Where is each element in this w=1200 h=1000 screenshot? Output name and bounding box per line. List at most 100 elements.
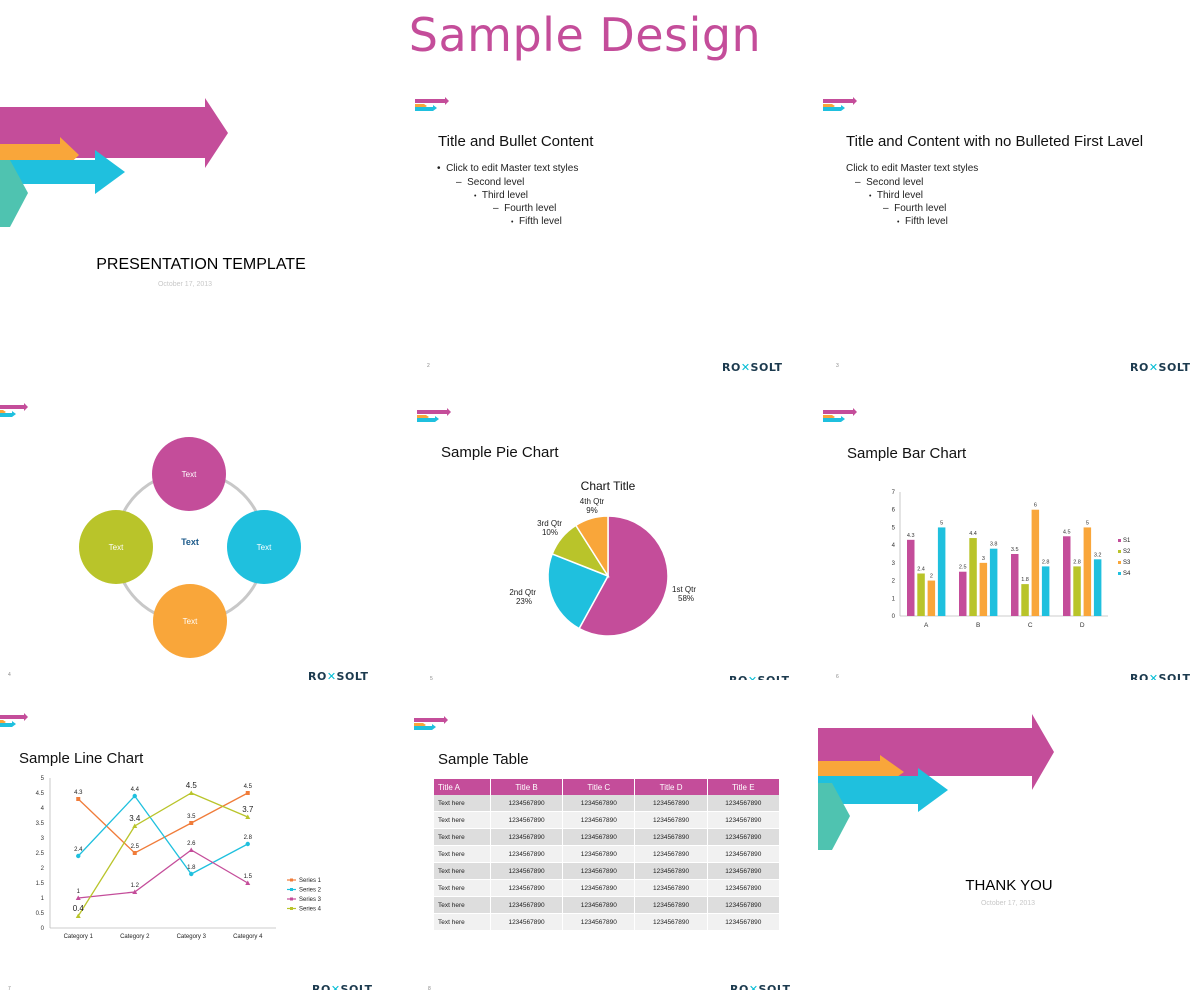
table-cell: 1234567890 xyxy=(707,828,781,846)
table-cell: 1234567890 xyxy=(707,795,781,812)
line-point xyxy=(132,823,138,828)
table-row: Text here 1234567890 1234567890 1234567890 1… xyxy=(434,896,781,914)
point-value-label: 2.8 xyxy=(244,835,253,841)
bullet-marker: – xyxy=(493,203,499,214)
bar xyxy=(917,573,925,616)
slide-2[interactable]: Title and Bullet Content • Click to edit… xyxy=(410,75,790,375)
point-value-label: 1.8 xyxy=(187,865,196,871)
line-point xyxy=(132,793,137,799)
center-label: Text xyxy=(181,537,199,547)
point-value-label: 4.5 xyxy=(244,784,253,790)
table-header-cell: Title A xyxy=(434,779,491,795)
slide-number: 7 xyxy=(8,986,11,990)
bullet-level-2: – Second level xyxy=(456,177,524,188)
slide-4[interactable]: Text Text Text Text Text 4 RO✕SOLT xyxy=(0,380,380,680)
bar-value-label: 6 xyxy=(1034,503,1037,509)
y-tick-label: 2.5 xyxy=(36,851,45,857)
bar xyxy=(1011,554,1019,616)
table-cell: 1234567890 xyxy=(634,811,708,829)
bullet-level-5: • Fifth level xyxy=(897,216,948,227)
line-chart: 0 0.5 1 1.5 2 2.5 3 3.5 4 4.5 5 Category 1 Category … xyxy=(36,776,322,940)
bullet-marker: – xyxy=(855,177,861,188)
y-tick-label: 0.5 xyxy=(36,911,45,917)
legend-label: Series 2 xyxy=(299,888,322,894)
y-tick-label: 4 xyxy=(41,806,45,812)
pie-value-label: 10% xyxy=(542,528,558,537)
bar-value-label: 4.5 xyxy=(1063,529,1071,535)
y-tick-label: 0 xyxy=(41,926,45,932)
legend-marker xyxy=(290,907,293,910)
slide-6[interactable]: Sample Bar Chart 0 1 2 3 4 5 6 7 4.3 2.4 2 5 A 2.5 4.4… xyxy=(818,380,1198,680)
line-point xyxy=(189,821,194,825)
slide-title: THANK YOU xyxy=(965,877,1053,894)
slide-title: Title and Content with no Bulleted First… xyxy=(846,133,1144,150)
bullet-level-4: – Fourth level xyxy=(493,203,556,214)
slide-title: Sample Bar Chart xyxy=(847,445,967,462)
circle-label-top: Text xyxy=(182,470,197,479)
chart-title: Chart Title xyxy=(581,479,636,493)
table-cell: 1234567890 xyxy=(490,896,564,914)
table-header-cell: Title C xyxy=(562,779,636,795)
slide-3[interactable]: Title and Content with no Bulleted First… xyxy=(818,75,1198,375)
pie-slice-4 xyxy=(574,515,609,579)
bullet-text: Second level xyxy=(866,177,924,188)
line-point xyxy=(245,880,251,885)
y-tick-label: 4 xyxy=(892,543,896,549)
pie-slice-1 xyxy=(578,515,669,637)
line-point xyxy=(76,853,81,859)
bar-value-label: 2.4 xyxy=(917,566,925,572)
table-row: Text here 1234567890 1234567890 1234567890 1… xyxy=(434,795,781,812)
y-tick-label: 3 xyxy=(41,836,45,842)
table-cell: 1234567890 xyxy=(634,879,708,897)
series-line xyxy=(77,792,249,854)
table-cell: 1234567890 xyxy=(634,845,708,863)
x-tick-label: D xyxy=(1080,622,1085,629)
bullet-marker: • xyxy=(869,193,872,200)
pie-label: 3rd Qtr xyxy=(537,519,562,528)
y-tick-label: 2 xyxy=(892,579,896,585)
slide-8[interactable]: Sample Table Title A Title B Title C Title … xyxy=(410,690,790,990)
legend-label: S2 xyxy=(1123,549,1131,555)
table-row: Text here 1234567890 1234567890 1234567890 1… xyxy=(434,828,781,846)
bullet-level-3: • Third level xyxy=(869,190,923,201)
slide-1[interactable]: PRESENTATION TEMPLATE October 17, 2013 xyxy=(0,75,390,375)
bar-value-label: 5 xyxy=(940,520,943,526)
legend-label: Series 4 xyxy=(299,907,322,913)
table-cell: 1234567890 xyxy=(634,913,708,931)
table-cell: 1234567890 xyxy=(562,896,636,914)
legend-label: S4 xyxy=(1123,571,1131,577)
bar xyxy=(1083,527,1092,616)
arrow-graphic xyxy=(0,98,228,227)
bullet-text: Fourth level xyxy=(894,203,947,214)
bar xyxy=(1021,584,1029,616)
bar-value-label: 3.8 xyxy=(990,542,998,548)
bar-value-label: 2.8 xyxy=(1073,559,1081,565)
circle-label-bottom: Text xyxy=(183,617,198,626)
brand-logo: RO✕SOLT xyxy=(1130,361,1191,374)
slide-date: October 17, 2013 xyxy=(157,281,213,288)
table-cell: 1234567890 xyxy=(490,811,564,829)
bullet-text: Fourth level xyxy=(504,203,557,214)
pie-value-label: 23% xyxy=(516,597,532,606)
table-header-cell: Title B xyxy=(490,779,564,795)
y-tick-label: 4.5 xyxy=(36,791,45,797)
table-header-cell: Title D xyxy=(634,779,708,795)
slide-7[interactable]: Sample Line Chart 0 0.5 1 1.5 2 2.5 3 3.5 4 4.5 5 C… xyxy=(0,690,380,990)
bar xyxy=(959,571,967,616)
table-row: Text here 1234567890 1234567890 1234567890 1… xyxy=(434,862,781,880)
slide-9[interactable]: THANK YOU October 17, 2013 xyxy=(818,690,1198,990)
bullet-marker: • xyxy=(511,219,514,226)
table-cell: 1234567890 xyxy=(707,879,781,897)
mini-arrow-logo-icon xyxy=(414,716,448,730)
x-tick-label: Category 1 xyxy=(64,934,94,940)
legend-marker xyxy=(290,888,293,891)
slide-5[interactable]: Sample Pie Chart Chart Title 1st Qtr 58% 2n… xyxy=(410,380,790,680)
x-tick-label: A xyxy=(924,622,929,629)
table-cell: 1234567890 xyxy=(490,795,564,812)
table-cell: 1234567890 xyxy=(634,896,708,914)
bar-value-label: 3.2 xyxy=(1094,552,1102,558)
bar-chart: 0 1 2 3 4 5 6 7 4.3 2.4 2 5 A 2.5 4.4 3 3.8 B 3.5 1.8 6 2.8 C 4… xyxy=(892,490,1131,629)
mini-arrow-logo-icon xyxy=(417,408,451,422)
slide-number: 4 xyxy=(8,672,11,678)
table-cell: 1234567890 xyxy=(562,828,636,846)
